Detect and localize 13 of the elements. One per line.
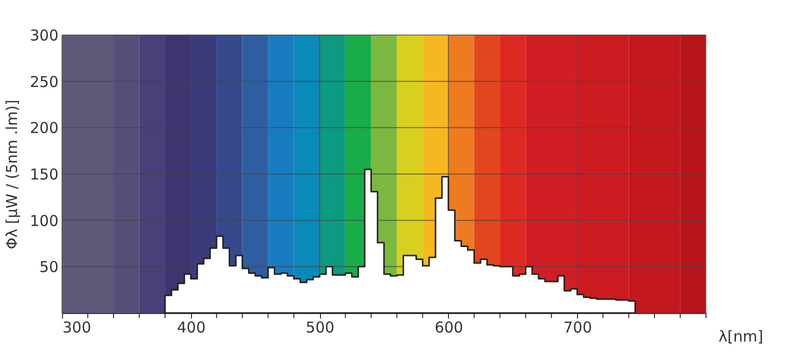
- y-tick-label: 100: [30, 212, 58, 230]
- y-tick-label: 50: [39, 258, 58, 276]
- x-tick-label: 300: [62, 318, 92, 336]
- y-tick-label: 200: [30, 119, 58, 138]
- x-tick-label: 600: [434, 318, 464, 336]
- x-tick-label: 500: [306, 318, 334, 336]
- y-tick-label: 300: [30, 26, 58, 44]
- x-tick-label: 400: [176, 318, 206, 336]
- y-tick-label: 150: [30, 166, 58, 184]
- x-tick-label: 700: [563, 318, 592, 336]
- y-axis-title: Φλ [μW / (5nm .lm)]: [2, 100, 21, 250]
- y-tick-label: 250: [30, 72, 58, 91]
- x-axis-title: λ[nm]: [718, 328, 764, 346]
